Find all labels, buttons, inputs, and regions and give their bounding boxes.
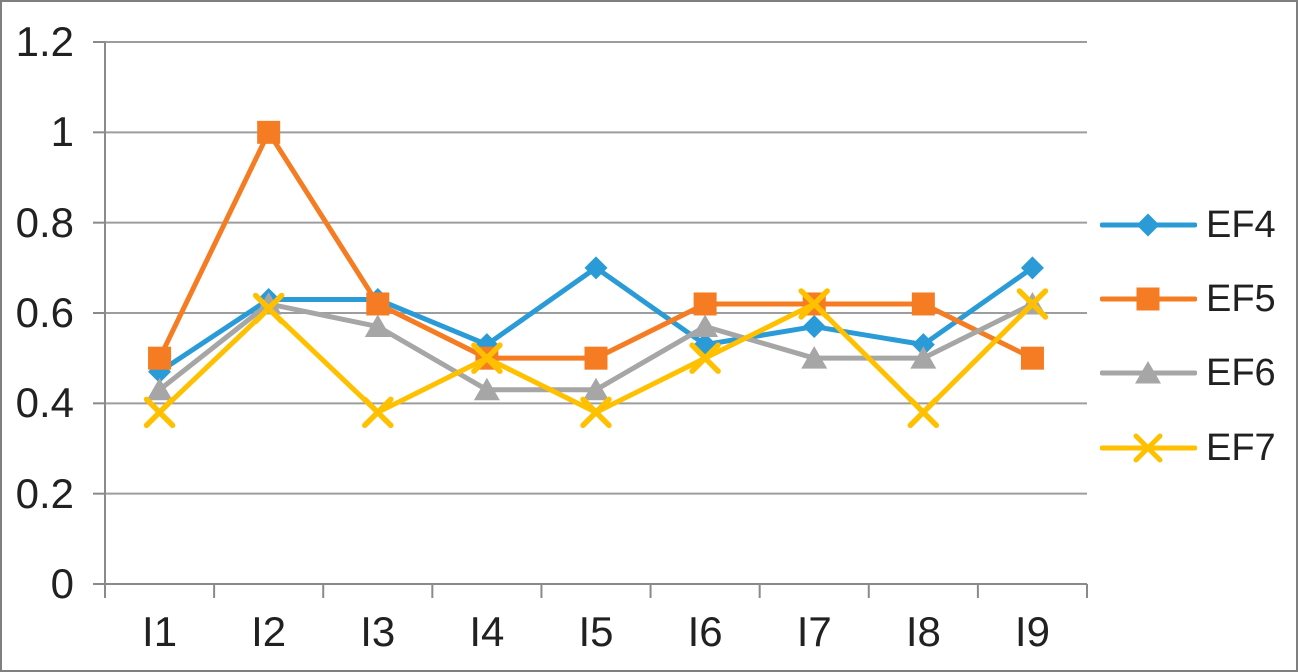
marker-triangle — [473, 377, 500, 401]
y-axis-tick-label: 0.2 — [15, 469, 74, 517]
marker-triangle — [364, 314, 391, 338]
legend-label: EF7 — [1206, 427, 1276, 469]
x-axis-tick-label: I8 — [905, 608, 941, 655]
marker-square — [1020, 346, 1044, 370]
y-axis-tick-label: 0.6 — [15, 289, 74, 336]
legend-item-EF6: EF6 — [1100, 350, 1276, 396]
legend-label: EF6 — [1206, 352, 1276, 394]
marker-triangle — [692, 314, 719, 338]
x-axis-tick-label: I9 — [1014, 608, 1050, 655]
marker-triangle — [255, 291, 282, 315]
marker-square — [911, 292, 935, 316]
marker-x — [362, 396, 394, 429]
marker-square — [584, 346, 608, 370]
x-axis-tick-label: I5 — [578, 608, 614, 655]
y-axis-tick-label: 1 — [50, 108, 74, 156]
marker-diamond — [802, 315, 826, 339]
marker-x — [907, 396, 940, 429]
y-axis-tick-label: 0.8 — [15, 198, 74, 246]
legend-item-EF5: EF5 — [1100, 276, 1276, 322]
marker-diamond — [911, 333, 935, 357]
series-EF5-line — [157, 129, 1035, 361]
marker-x — [1016, 288, 1049, 320]
x-axis-tick-label: I6 — [687, 608, 723, 655]
legend-marker-x — [1133, 433, 1163, 463]
y-axis-tick-label: 0 — [50, 560, 74, 607]
x-axis-tick-label: I1 — [142, 608, 178, 655]
legend-item-EF7: EF7 — [1100, 425, 1276, 471]
marker-triangle — [583, 377, 609, 401]
marker-x — [689, 342, 721, 374]
marker-diamond — [584, 256, 608, 280]
marker-square — [366, 292, 390, 316]
y-axis-tick-label: 0.4 — [15, 379, 74, 427]
marker-x — [580, 396, 612, 429]
marker-triangle — [910, 346, 937, 369]
legend-label: EF5 — [1206, 278, 1276, 320]
legend-marker-diamond — [1136, 213, 1160, 237]
legend-x-icon — [1100, 433, 1197, 463]
legend-label: EF4 — [1206, 204, 1276, 246]
marker-square — [148, 346, 172, 370]
legend-square-icon — [1100, 287, 1197, 311]
x-axis-tick-label: I4 — [469, 608, 505, 655]
legend-marker-triangle — [1135, 361, 1161, 384]
marker-x — [143, 396, 176, 429]
marker-square — [257, 120, 281, 144]
x-axis-tick-label: I2 — [251, 608, 287, 655]
marker-triangle — [146, 377, 173, 401]
legend-marker-square — [1136, 287, 1160, 311]
y-axis-tick-label: 1.2 — [15, 18, 74, 65]
marker-x — [798, 288, 830, 320]
marker-triangle — [801, 346, 828, 369]
legend-triangle-icon — [1100, 361, 1197, 384]
marker-x — [252, 292, 285, 325]
x-axis-tick-label: I7 — [796, 608, 832, 655]
legend-diamond-icon — [1100, 213, 1197, 237]
marker-x — [471, 342, 503, 374]
marker-diamond — [1020, 256, 1044, 280]
marker-square — [693, 292, 717, 316]
legend-item-EF4: EF4 — [1100, 202, 1276, 248]
x-axis-tick-label: I3 — [360, 608, 396, 655]
